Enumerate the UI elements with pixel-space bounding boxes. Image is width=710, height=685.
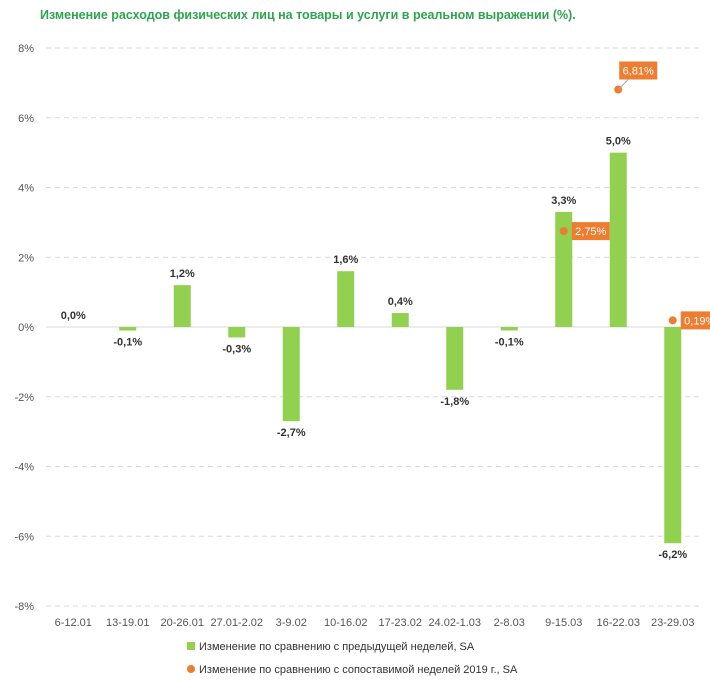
- bar-value-label: -6,2%: [658, 549, 687, 561]
- legend-label-bars: Изменение по сравнению с предыдущей неде…: [199, 641, 475, 653]
- y-tick-label: 6%: [18, 113, 34, 125]
- bar: [391, 313, 409, 327]
- point-marker: [668, 316, 677, 325]
- point-value-label: 6,81%: [623, 66, 654, 78]
- chart-title: Изменение расходов физических лиц на тов…: [40, 8, 576, 22]
- bar-value-label: 3,3%: [551, 195, 576, 207]
- callout-box: [571, 222, 610, 241]
- bar-value-label: 0,0%: [61, 310, 86, 322]
- x-tick-label: 16-22.03: [597, 617, 640, 629]
- x-tick-label: 3-9.02: [276, 617, 307, 629]
- x-tick-label: 27.01-2.02: [210, 617, 263, 629]
- bar: [282, 327, 300, 422]
- y-tick-label: -6%: [14, 531, 34, 543]
- bar: [500, 327, 518, 331]
- x-tick-label: 6-12.01: [55, 617, 92, 629]
- bar: [173, 285, 191, 327]
- bar: [609, 152, 627, 327]
- y-tick-label: 4%: [18, 183, 34, 195]
- y-tick-label: 2%: [18, 252, 34, 264]
- bar: [119, 327, 137, 331]
- legend-label-points: Изменение по сравнению с сопоставимой не…: [199, 664, 518, 676]
- bar-value-label: -0,3%: [222, 343, 251, 355]
- bar: [446, 327, 464, 390]
- bar: [228, 327, 246, 338]
- x-tick-label: 13-19.01: [106, 617, 149, 629]
- x-tick-label: 10-16.02: [324, 617, 367, 629]
- bar-value-label: 1,2%: [170, 268, 195, 280]
- bar-value-label: 0,4%: [388, 296, 413, 308]
- callout-leader: [617, 79, 629, 90]
- y-tick-label: -2%: [14, 392, 34, 404]
- bar-value-label: -0,1%: [495, 336, 524, 348]
- x-tick-label: 2-8.03: [494, 617, 525, 629]
- bar-value-label: -0,1%: [113, 336, 142, 348]
- bar-value-label: -2,7%: [277, 427, 306, 439]
- x-tick-label: 17-23.02: [379, 617, 422, 629]
- y-tick-label: -8%: [14, 601, 34, 613]
- y-tick-label: 8%: [18, 43, 34, 55]
- bar-value-label: 1,6%: [333, 254, 358, 266]
- bar-value-label: -1,8%: [440, 396, 469, 408]
- y-tick-label: -4%: [14, 462, 34, 474]
- bar: [337, 271, 355, 327]
- bar: [555, 211, 573, 327]
- x-tick-label: 9-15.03: [545, 617, 582, 629]
- x-tick-label: 24.02-1.03: [428, 617, 481, 629]
- point-value-label: 0,19%: [684, 315, 710, 327]
- point-marker: [559, 227, 568, 236]
- x-tick-label: 23-29.03: [651, 617, 694, 629]
- bar: [664, 327, 682, 544]
- legend-swatch-bars: [187, 642, 195, 650]
- legend-swatch-points: [187, 665, 195, 673]
- callout-box: [619, 61, 658, 80]
- bar-value-label: 5,0%: [606, 136, 631, 148]
- y-tick-label: 0%: [18, 322, 34, 334]
- x-tick-label: 20-26.01: [161, 617, 204, 629]
- callout-box: [680, 311, 710, 330]
- point-value-label: 2,75%: [575, 226, 606, 238]
